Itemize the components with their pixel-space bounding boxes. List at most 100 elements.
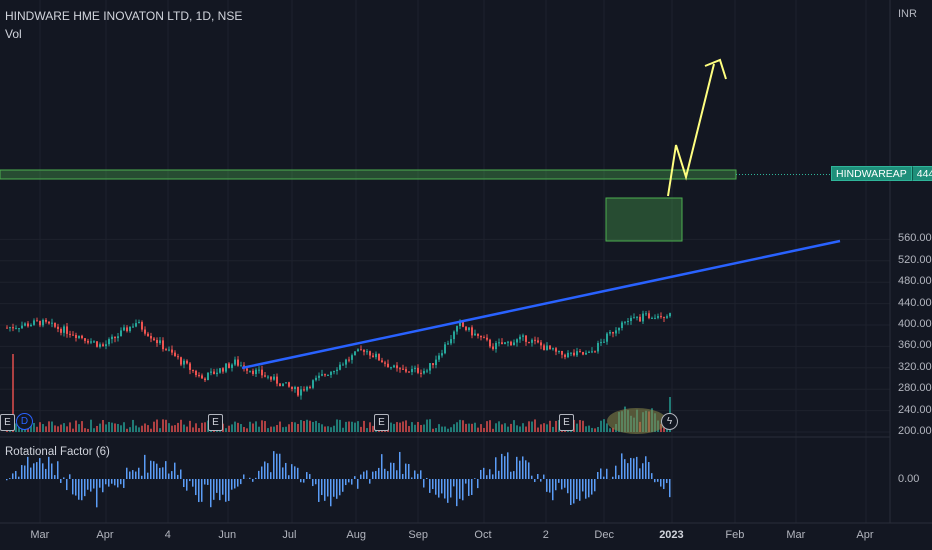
volume-bar [54,425,56,432]
candle-body [90,341,92,343]
candle-body [543,345,545,351]
volume-bar [300,420,302,432]
dividend-badge[interactable]: D [16,413,33,430]
rotational-bar [438,479,440,498]
rotational-bar [225,479,227,502]
rotational-bar [387,471,389,479]
volume-bar [258,426,260,432]
candle-body [609,332,611,334]
volume-bar [612,427,614,432]
volume-highlight-ellipse [607,408,667,434]
trendline[interactable] [241,239,841,370]
rotational-bar [312,479,314,487]
volume-bar [531,421,533,432]
volume-bar [123,422,125,432]
candle-body [447,343,449,345]
rotational-bar [480,469,482,479]
volume-bar [321,424,323,432]
candle-body [492,346,494,350]
rotational-bar [354,476,356,479]
candle-body [294,387,296,389]
rotational-bar [498,470,500,479]
candle-body [213,371,215,375]
rotational-bar [402,473,404,479]
candle-body [183,360,185,365]
candle-body [33,320,35,325]
volume-bar [414,424,416,432]
volume-bar [474,422,476,432]
candle-body [375,353,377,358]
rotational-bar [357,479,359,489]
time-axis-label: Jun [218,529,237,541]
candle-body [576,351,578,356]
rotational-bar [495,457,497,479]
candle-body [420,372,422,374]
candle-body [624,321,626,323]
candle-body [18,328,20,330]
candle-body [459,322,461,327]
time-axis-label: Jul [282,529,297,541]
volume-bar [318,423,320,432]
candle-body [303,389,305,391]
split-icon[interactable]: ϟ [661,413,678,430]
candle-body [462,322,464,327]
projection-arrow[interactable] [667,63,715,197]
candle-body [156,340,158,344]
rotational-bar [60,479,62,483]
rotational-bar [309,474,311,479]
candle-body [381,360,383,363]
volume-bar [465,423,467,432]
candle-body [432,363,434,366]
rotational-bar [90,479,92,492]
volume-bar [45,426,47,432]
candle-body [585,352,587,355]
candle-body [540,342,542,346]
rotational-bar [546,479,548,492]
candle-body [234,359,236,365]
consolidation-box[interactable] [605,197,683,242]
volume-bar [60,424,62,432]
volume-bar [105,424,107,432]
rotational-bar [282,467,284,479]
candle-body [210,371,212,373]
earnings-badge[interactable]: E [208,414,223,431]
rotational-bar [288,475,290,479]
resistance-zone[interactable] [0,169,737,180]
rotational-bar [315,479,317,485]
volume-bar [102,420,104,432]
volume-bar [504,423,506,432]
candle-body [360,349,362,351]
candle-body [384,362,386,364]
candle-body [264,375,266,377]
volume-bar [516,425,518,432]
rotational-bar [657,479,659,482]
earnings-badge[interactable]: E [374,414,389,431]
volume-bar [348,421,350,432]
volume-bar [141,425,143,432]
rotational-bar [531,475,533,479]
rotational-bar [645,456,647,479]
rotational-bar [429,479,431,493]
price-tag[interactable]: HINDWAREAP 444.00 [831,166,932,181]
candle-body [636,316,638,318]
candle-body [189,363,191,370]
volume-bar [357,421,359,432]
rotational-bar [423,479,425,488]
earnings-badge[interactable]: E [559,414,574,431]
volume-bar [555,420,557,432]
volume-bar [129,427,131,432]
candle-body [627,321,629,323]
rotational-bar [207,479,209,485]
volume-bar [183,424,185,432]
rotational-bar [57,461,59,479]
earnings-badge[interactable]: E [0,414,15,431]
candle-body [333,371,335,373]
rotational-bar [489,469,491,479]
volume-bar [174,425,176,432]
indicator-label[interactable]: Rotational Factor (6) [5,446,110,458]
candle-body [426,370,428,372]
candlesticks [6,310,671,400]
volume-bar [252,423,254,432]
rotational-bar [192,479,194,487]
